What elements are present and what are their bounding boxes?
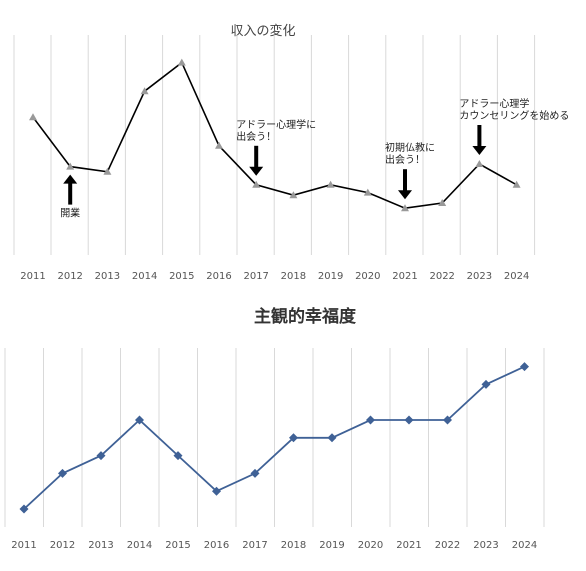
data-point — [58, 468, 67, 478]
x-tick-label: 2016 — [206, 271, 231, 282]
x-tick-label: 2020 — [355, 271, 380, 282]
x-tick-label: 2018 — [281, 271, 306, 282]
data-point — [140, 87, 149, 95]
x-tick-label: 2013 — [95, 271, 120, 282]
data-point — [252, 180, 261, 188]
annotation-arrowhead — [63, 174, 78, 184]
x-tick-label: 2024 — [512, 540, 537, 551]
data-point — [366, 415, 375, 425]
annotation-text: 初期仏教に — [385, 141, 435, 154]
annotation-text: 出会う！ — [236, 130, 276, 143]
data-point — [66, 162, 75, 170]
data-point — [475, 160, 484, 167]
x-tick-label: 2013 — [88, 540, 113, 551]
chart-title: 主観的幸福度 — [254, 306, 357, 327]
income-chart: 収入の変化 2011 2012 2013 2014 2015 2016 2017 2018 20… — [13, 23, 569, 282]
data-point — [443, 415, 452, 425]
x-tick-label: 2019 — [319, 540, 344, 551]
data-point — [215, 141, 223, 149]
x-tick-label: 2023 — [473, 540, 498, 551]
data-point — [481, 379, 491, 389]
data-point — [404, 415, 414, 425]
data-point — [512, 180, 521, 188]
x-tick-label: 2022 — [429, 271, 454, 282]
data-point — [326, 180, 335, 188]
x-tick-label: 2017 — [243, 271, 268, 282]
data-point — [177, 58, 186, 66]
x-tick-label: 2018 — [281, 540, 306, 551]
data-point — [135, 415, 144, 425]
x-tick-label: 2014 — [132, 271, 157, 282]
annotation-arrowhead — [398, 190, 412, 200]
data-point — [29, 113, 37, 121]
x-tick-label: 2024 — [504, 271, 529, 282]
data-point — [520, 362, 529, 372]
x-tick-label: 2014 — [127, 540, 152, 551]
annotation-text: カウンセリングを始める — [459, 109, 569, 122]
data-point — [438, 199, 447, 206]
x-tick-label: 2015 — [165, 540, 190, 551]
annotation-arrowhead — [249, 166, 264, 176]
x-tick-label: 2017 — [242, 540, 267, 551]
data-point — [173, 451, 183, 461]
x-tick-label: 2019 — [318, 271, 343, 282]
data-point — [289, 191, 298, 199]
annotation-text: アドラー心理学 — [459, 97, 529, 110]
data-point — [19, 504, 29, 514]
chart-title: 収入の変化 — [230, 23, 295, 39]
x-tick-label: 2023 — [467, 271, 492, 282]
x-tick-label: 2022 — [435, 540, 460, 551]
annotation-text: 開業 — [60, 207, 80, 220]
x-tick-label: 2021 — [396, 540, 421, 551]
series-line — [32, 61, 517, 210]
x-tick-label: 2011 — [20, 271, 45, 282]
annotation-arrowhead — [472, 146, 487, 155]
x-tick-label: 2011 — [11, 540, 36, 551]
annotation-text: 出会う！ — [385, 153, 425, 166]
data-point — [289, 433, 298, 443]
data-point — [96, 451, 106, 461]
data-point — [103, 167, 112, 175]
x-tick-label: 2012 — [57, 271, 82, 282]
data-point — [250, 468, 260, 478]
x-tick-label: 2016 — [204, 540, 229, 551]
x-tick-label: 2015 — [169, 271, 194, 282]
annotation-text: アドラー心理学に — [236, 118, 316, 131]
x-tick-label: 2021 — [392, 271, 417, 282]
x-tick-label: 2012 — [50, 540, 75, 551]
data-point — [212, 486, 221, 496]
x-tick-label: 2020 — [358, 540, 383, 551]
data-point — [401, 204, 409, 212]
series-line — [23, 365, 525, 510]
data-point — [327, 433, 337, 443]
data-point — [363, 188, 372, 196]
